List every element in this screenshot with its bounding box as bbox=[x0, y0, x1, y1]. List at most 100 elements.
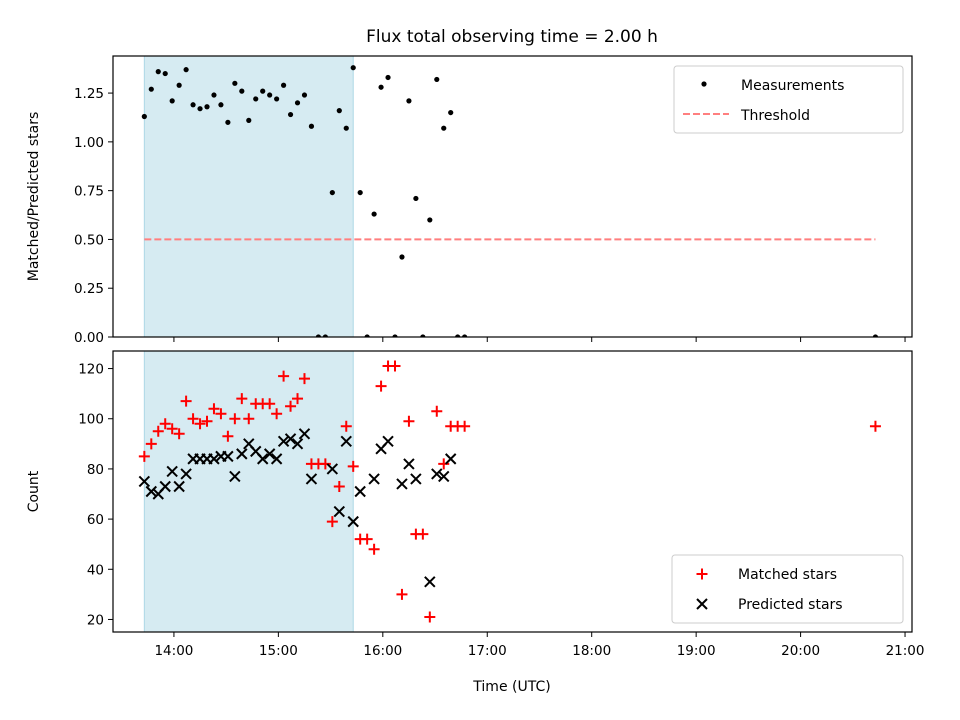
data-point bbox=[197, 106, 203, 112]
data-point bbox=[357, 189, 363, 196]
data-point bbox=[308, 123, 315, 129]
data-point bbox=[201, 415, 213, 427]
data-point bbox=[427, 217, 433, 223]
data-point bbox=[375, 380, 387, 392]
legend-marker-predicted bbox=[696, 598, 708, 610]
data-point bbox=[229, 413, 241, 425]
data-point bbox=[159, 418, 171, 430]
data-point bbox=[322, 334, 328, 337]
data-point bbox=[444, 453, 457, 465]
data-point bbox=[462, 334, 468, 337]
data-point bbox=[211, 92, 217, 98]
data-point bbox=[305, 473, 318, 485]
data-point bbox=[145, 485, 158, 498]
data-point bbox=[236, 448, 248, 460]
data-point bbox=[403, 415, 415, 427]
data-point bbox=[396, 478, 408, 490]
data-point bbox=[455, 334, 461, 337]
legend-label-threshold: Threshold bbox=[740, 108, 810, 124]
data-point bbox=[239, 88, 245, 94]
legend-label-predicted: Predicted stars bbox=[738, 597, 843, 613]
series-predicted-stars bbox=[138, 428, 457, 588]
data-point bbox=[173, 428, 185, 440]
data-point bbox=[145, 438, 157, 450]
data-point bbox=[438, 458, 450, 470]
data-point bbox=[274, 96, 280, 102]
data-point bbox=[176, 82, 182, 88]
y-tick-label: 120 bbox=[78, 362, 104, 378]
legend-box bbox=[673, 65, 904, 134]
chart-title: Flux total observing time = 2.00 h bbox=[366, 27, 658, 47]
data-point bbox=[256, 453, 269, 465]
x-tick-label: 16:00 bbox=[363, 643, 402, 659]
data-point bbox=[204, 104, 210, 110]
data-point bbox=[260, 88, 266, 94]
legend-marker-measurements bbox=[701, 81, 707, 87]
data-point bbox=[438, 470, 450, 483]
data-point bbox=[431, 468, 443, 480]
data-point bbox=[298, 428, 311, 440]
y-tick-label: 80 bbox=[87, 462, 104, 478]
data-point bbox=[287, 111, 294, 118]
data-point bbox=[169, 98, 175, 104]
data-point bbox=[208, 403, 220, 415]
data-point bbox=[364, 334, 370, 337]
data-point bbox=[222, 450, 234, 463]
data-point bbox=[225, 119, 231, 125]
data-point bbox=[298, 373, 310, 385]
data-point bbox=[155, 69, 161, 75]
data-point bbox=[278, 370, 290, 382]
y-tick-label: 60 bbox=[87, 512, 104, 528]
data-point bbox=[271, 408, 283, 420]
data-point bbox=[326, 516, 338, 528]
plot-area bbox=[141, 56, 879, 337]
x-axis-label: Time (UTC) bbox=[472, 679, 550, 695]
y-axis-label: Matched/Predicted stars bbox=[26, 112, 42, 282]
data-point bbox=[243, 413, 255, 425]
y-tick-label: 1.25 bbox=[74, 86, 104, 102]
data-point bbox=[424, 611, 436, 623]
data-point bbox=[218, 102, 224, 108]
data-point bbox=[389, 360, 401, 372]
data-point bbox=[294, 100, 301, 106]
data-point bbox=[277, 435, 290, 448]
data-point bbox=[284, 433, 297, 445]
data-point bbox=[392, 334, 398, 337]
x-tick-label: 15:00 bbox=[259, 643, 298, 659]
data-point bbox=[869, 420, 881, 432]
ratio-panel: 0.00 0.25 0.50 0.75 1.00 1.25 Matched/Predicte… bbox=[26, 55, 913, 346]
data-point bbox=[434, 76, 440, 83]
x-tick-label: 21:00 bbox=[886, 643, 925, 659]
data-point bbox=[190, 102, 196, 108]
observing-span bbox=[143, 351, 354, 632]
legend: Matched stars Predicted stars bbox=[671, 554, 904, 624]
data-point bbox=[333, 480, 345, 492]
data-point bbox=[315, 334, 322, 337]
count-panel: 20 40 60 80 100 120 14:00 15:00 16:00 17:00 18:00 1… bbox=[26, 350, 925, 659]
plot-area bbox=[138, 351, 881, 632]
y-tick-label: 1.00 bbox=[74, 135, 104, 151]
data-point bbox=[291, 438, 304, 450]
data-point bbox=[441, 125, 447, 131]
data-point bbox=[253, 96, 259, 102]
data-point bbox=[343, 125, 349, 131]
data-point bbox=[368, 543, 380, 555]
x-tick-label: 17:00 bbox=[468, 643, 507, 659]
data-point bbox=[152, 425, 164, 437]
data-point bbox=[215, 408, 227, 420]
data-point bbox=[270, 453, 283, 465]
data-point bbox=[183, 67, 189, 73]
data-point bbox=[417, 528, 429, 540]
data-point bbox=[336, 108, 342, 114]
data-point bbox=[382, 435, 394, 448]
y-axis-label: Count bbox=[26, 470, 42, 512]
data-point bbox=[280, 82, 287, 88]
data-point bbox=[347, 515, 359, 528]
data-point bbox=[361, 533, 373, 545]
y-tick-label: 0.00 bbox=[74, 330, 104, 346]
data-point bbox=[263, 448, 276, 460]
data-point bbox=[431, 405, 443, 417]
data-point bbox=[208, 453, 220, 465]
data-point bbox=[371, 211, 377, 217]
